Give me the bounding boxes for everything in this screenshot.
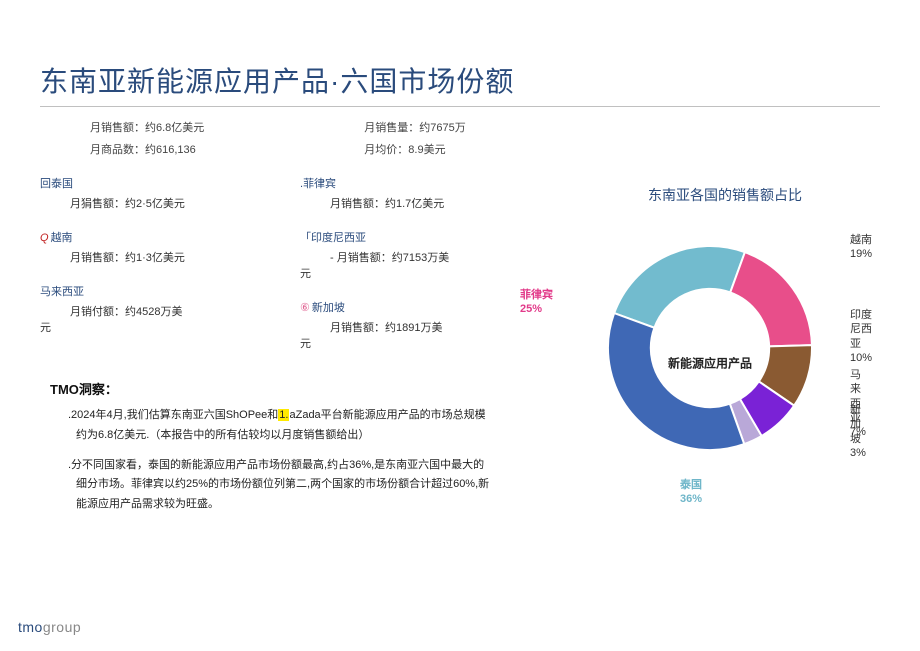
country-stat-tail: 元 [40, 319, 260, 335]
country-block: 马来西亚月销付额：约4528万美元 [40, 283, 260, 335]
insight-item: .分不同国家看，泰国的新能源应用产品市场份额最高,约占36%,是东南亚六国中最大… [54, 456, 490, 515]
country-stat: 月销售额：约1·3亿美元 [40, 249, 260, 265]
stat-row: 月均价：8.9美元 [364, 141, 465, 157]
footer-brand: tmogroup [18, 619, 81, 635]
country-stat-tail: 元 [300, 335, 520, 351]
country-name: 「印度尼西亚 [300, 229, 520, 245]
highlight: 1. [278, 409, 289, 421]
top-stats-left: 月销售额：约6.8亿美元月商品数：约616,136 [90, 119, 204, 157]
donut-label: 菲律宾25% [520, 288, 553, 317]
countries-col-right: .菲律宾月销售额：约1.7亿美元「印度尼西亚- 月销售额：约7153万美元⑥新加… [300, 175, 520, 369]
donut-label: 印度尼西亚10% [850, 308, 872, 365]
country-block: 「印度尼西亚 - 月销售额：约7153万美元 [300, 229, 520, 281]
country-name: ⑥新加坡 [300, 299, 520, 315]
country-stat: 月销付额：约4528万美 [40, 303, 260, 319]
insight-list: .2024年4月,我们估算东南亚六国ShOPee和1.aZada平台新能源应用产… [40, 406, 490, 515]
donut-label: 新加坡3% [850, 403, 866, 460]
countries-col-left: 回泰国月狷售额：约2·5亿美元 Q越南月销售额：约1·3亿美元马来西亚月销付额：约… [40, 175, 260, 369]
stat-row: 月销售额：约6.8亿美元 [90, 119, 204, 135]
chart-title: 东南亚各国的销售额占比 [530, 185, 890, 205]
donut-svg [590, 228, 830, 468]
donut-label: 越南19% [850, 233, 872, 262]
donut-wrap: 新能源应用产品 越南19%印度尼西亚10%马来西亚7%新加坡3%泰国36%菲律宾… [560, 213, 860, 513]
top-stats-right: 月销售量：约7675万月均价：8.9美元 [364, 119, 465, 157]
top-stats: 月销售额：约6.8亿美元月商品数：约616,136 月销售量：约7675万月均价… [40, 119, 880, 157]
country-stat-tail: 元 [300, 265, 520, 281]
donut-center-label: 新能源应用产品 [668, 355, 752, 372]
country-name: Q越南 [40, 229, 260, 245]
country-name: 马来西亚 [40, 283, 260, 299]
country-block: 回泰国月狷售额：约2·5亿美元 [40, 175, 260, 211]
country-block: ⑥新加坡月销售额：约1891万美元 [300, 299, 520, 351]
country-stat: 月狷售额：约2·5亿美元 [40, 195, 260, 211]
country-stat: 月销售额：约1.7亿美元 [300, 195, 520, 211]
stat-row: 月销售量：约7675万 [364, 119, 465, 135]
footer-brand-suffix: group [43, 619, 81, 635]
insight-item: .2024年4月,我们估算东南亚六国ShOPee和1.aZada平台新能源应用产… [54, 406, 490, 446]
country-block: Q越南月销售额：约1·3亿美元 [40, 229, 260, 265]
stat-row: 月商品数：约616,136 [90, 141, 204, 157]
donut-label: 泰国36% [680, 478, 702, 507]
country-name: .菲律宾 [300, 175, 520, 191]
country-block: .菲律宾月销售额：约1.7亿美元 [300, 175, 520, 211]
country-name: 回泰国 [40, 175, 260, 191]
country-stat: 月销售额：约1891万美 [300, 319, 520, 335]
page-title: 东南亚新能源应用产品·六国市场份额 [40, 60, 880, 107]
donut-chart: 东南亚各国的销售额占比 新能源应用产品 越南19%印度尼西亚10%马来西亚7%新… [530, 185, 890, 513]
country-stat: - 月销售额：约7153万美 [300, 249, 520, 265]
footer-brand-main: tmo [18, 619, 43, 635]
